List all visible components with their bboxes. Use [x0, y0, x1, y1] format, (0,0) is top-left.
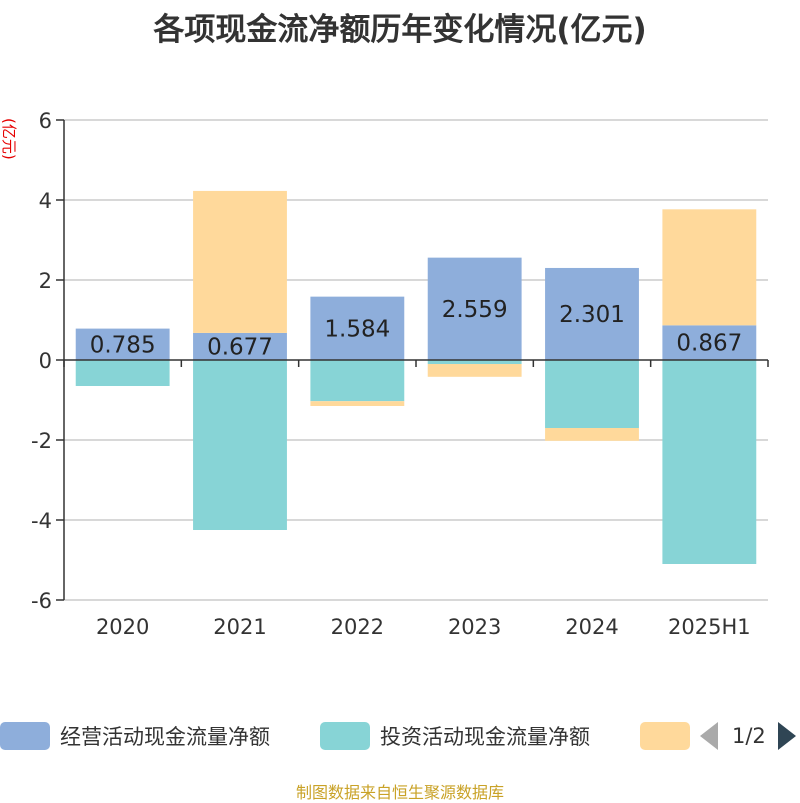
bar-series1-2025H1[interactable] — [662, 360, 757, 564]
chart-title: 各项现金流净额历年变化情况(亿元) — [153, 12, 647, 48]
bar-series2-2023[interactable] — [427, 364, 522, 377]
data-label-2025H1: 0.867 — [676, 331, 742, 357]
y-tick-label: 0 — [39, 349, 52, 373]
bar-series0-2024[interactable] — [545, 267, 639, 360]
bar-series1-2024[interactable] — [545, 360, 639, 428]
bar-series2-2022[interactable] — [310, 401, 405, 406]
legend-swatch-financing — [640, 722, 690, 750]
x-tick-label: 2022 — [331, 615, 384, 639]
y-axis-label: (亿元) — [0, 118, 18, 160]
x-tick-label: 2023 — [448, 615, 501, 639]
legend-item-financing[interactable] — [640, 714, 700, 758]
legend-item-operating[interactable]: 经营活动现金流量净额 — [0, 714, 270, 758]
bar-series0-2020[interactable] — [75, 328, 170, 360]
bar-series1-2021[interactable] — [193, 360, 287, 530]
legend-label-investing: 投资活动现金流量净额 — [380, 725, 590, 749]
legend-prev-page-icon[interactable] — [700, 722, 718, 750]
x-tick-label: 2020 — [96, 615, 149, 639]
y-tick-label: -2 — [31, 429, 52, 453]
legend-pager: 1/2 — [700, 714, 796, 758]
legend-page-indicator: 1/2 — [732, 724, 766, 748]
y-tick-label: 4 — [39, 189, 52, 213]
data-label-2023: 2.559 — [442, 297, 508, 323]
bar-series0-2025H1[interactable] — [662, 325, 757, 360]
legend-label-operating: 经营活动现金流量净额 — [60, 725, 270, 749]
y-tick-label: -6 — [31, 589, 52, 613]
bar-series1-2022[interactable] — [310, 360, 405, 402]
x-tick-label: 2021 — [213, 615, 266, 639]
x-tick-label: 2024 — [565, 615, 618, 639]
legend-swatch-operating — [0, 722, 50, 750]
bar-series2-2024[interactable] — [545, 428, 639, 441]
bar-series1-2020[interactable] — [75, 360, 170, 386]
bar-series0-2023[interactable] — [427, 257, 522, 360]
y-tick-label: 6 — [39, 109, 52, 133]
bar-series0-2022[interactable] — [310, 296, 405, 360]
y-tick-label: 2 — [39, 269, 52, 293]
data-label-2024: 2.301 — [559, 302, 625, 328]
bar-series2-2025H1[interactable] — [662, 209, 757, 326]
grid-lines — [64, 119, 768, 601]
data-labels: 0.785 0.677 1.584 2.559 2.301 0.867 — [90, 297, 743, 361]
data-label-2021: 0.677 — [207, 334, 273, 360]
legend: 经营活动现金流量净额 投资活动现金流量净额 1/2 — [0, 714, 800, 758]
source-note: 制图数据来自恒生聚源数据库 — [295, 783, 504, 802]
x-tick-label: 2025H1 — [668, 615, 751, 639]
legend-item-investing[interactable]: 投资活动现金流量净额 — [320, 714, 590, 758]
y-tick-label: -4 — [31, 509, 52, 533]
bar-series2-2021[interactable] — [193, 190, 287, 333]
data-label-2022: 1.584 — [324, 316, 390, 342]
legend-next-page-icon[interactable] — [777, 722, 796, 750]
bar-series0-2021[interactable] — [193, 332, 287, 360]
bar-series1-2023[interactable] — [427, 360, 522, 364]
bars — [75, 190, 757, 564]
data-label-2020: 0.785 — [90, 332, 156, 358]
legend-swatch-investing — [320, 722, 370, 750]
axes: 6 4 2 0 -2 -4 -6 2020 2021 2022 2023 2024 2025H1 — [31, 109, 769, 639]
